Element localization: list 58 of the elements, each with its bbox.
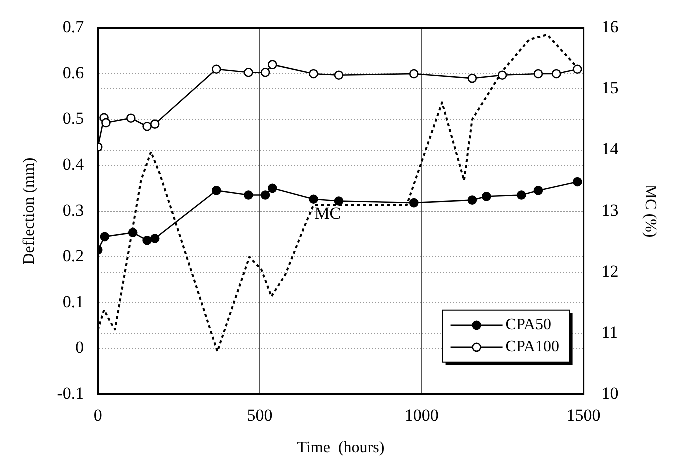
- y2-tick-label: 15: [602, 78, 619, 98]
- y-tick-label: 0: [76, 338, 84, 358]
- point: [573, 64, 582, 74]
- x-tick-label: 1500: [566, 406, 601, 426]
- point: [142, 236, 152, 246]
- point: [244, 190, 254, 200]
- x-tick-label: 500: [247, 406, 273, 426]
- point: [468, 74, 478, 84]
- point: [142, 122, 152, 132]
- point: [516, 190, 526, 200]
- point: [150, 234, 160, 244]
- point: [244, 68, 254, 78]
- point: [409, 69, 419, 79]
- y2-tick-label: 16: [602, 18, 619, 37]
- point: [100, 232, 110, 242]
- y2-tick-label: 10: [602, 384, 619, 403]
- y-tick-label: 0.1: [62, 292, 84, 312]
- point: [309, 194, 318, 204]
- y2-tick-label: 13: [602, 200, 619, 220]
- point: [573, 177, 582, 187]
- point: [534, 186, 544, 196]
- point: [128, 228, 138, 238]
- point: [482, 192, 492, 202]
- legend-label: CPA50: [506, 316, 552, 334]
- point: [126, 114, 136, 124]
- y2-axis-title: MC (%): [642, 184, 660, 238]
- y2-tick-label: 11: [602, 322, 618, 342]
- y-tick-label: 0.7: [62, 18, 85, 37]
- y2-tick-label: 12: [602, 262, 619, 281]
- point: [268, 60, 278, 70]
- point: [498, 70, 508, 80]
- point: [212, 64, 222, 74]
- legend-label: CPA100: [506, 338, 560, 356]
- point: [552, 69, 562, 79]
- y-tick-label: 0.3: [62, 200, 84, 220]
- point: [150, 120, 160, 129]
- y-tick-label: 0.2: [62, 246, 84, 266]
- y2-tick-label: 14: [602, 140, 620, 159]
- x-tick-label: 0: [94, 406, 102, 426]
- point: [334, 196, 344, 206]
- point: [260, 68, 270, 78]
- point: [534, 69, 544, 79]
- point: [309, 69, 318, 79]
- point: [268, 184, 278, 194]
- point: [468, 196, 478, 205]
- point: [409, 198, 419, 208]
- x-tick-label: 1000: [404, 406, 439, 426]
- y-tick-label: 0.6: [62, 63, 84, 82]
- y-tick-label: 0.5: [62, 109, 84, 128]
- point: [334, 70, 344, 80]
- point: [260, 190, 270, 200]
- y-tick-label: -0.1: [57, 384, 84, 403]
- point: [102, 118, 111, 128]
- y-tick-label: 0.4: [62, 154, 85, 174]
- x-axis-title: Time (hours): [297, 440, 385, 457]
- point: [212, 186, 222, 196]
- series-label: MC: [314, 204, 342, 224]
- y-axis-title: Deflection (mm): [20, 158, 38, 265]
